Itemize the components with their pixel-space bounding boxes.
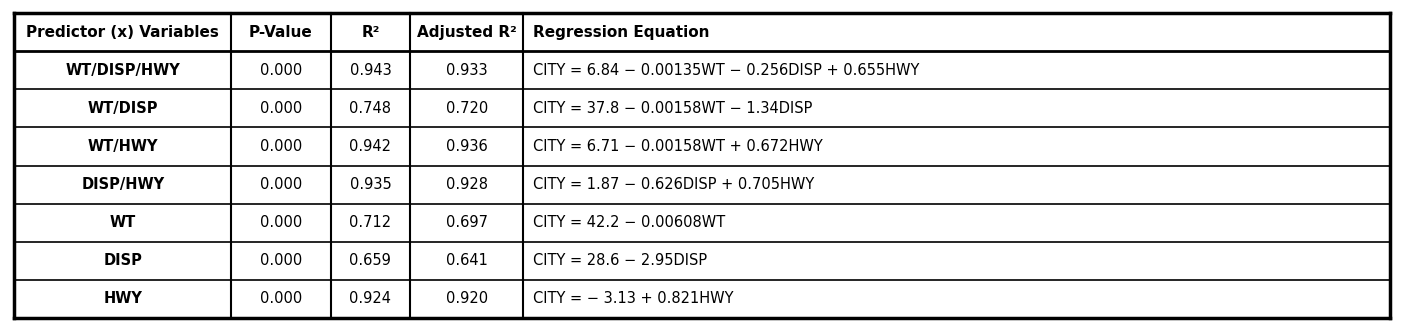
Text: 0.641: 0.641 bbox=[446, 253, 487, 268]
Text: CITY = 6.84 − 0.00135WT − 0.256DISP + 0.655HWY: CITY = 6.84 − 0.00135WT − 0.256DISP + 0.… bbox=[534, 63, 920, 78]
Text: 0.924: 0.924 bbox=[350, 291, 392, 306]
Text: HWY: HWY bbox=[104, 291, 142, 306]
Text: 0.920: 0.920 bbox=[445, 291, 487, 306]
Text: 0.943: 0.943 bbox=[350, 63, 392, 78]
Text: DISP/HWY: DISP/HWY bbox=[81, 177, 164, 192]
Text: Adjusted R²: Adjusted R² bbox=[417, 25, 517, 40]
Text: CITY = 28.6 − 2.95DISP: CITY = 28.6 − 2.95DISP bbox=[534, 253, 708, 268]
Text: 0.000: 0.000 bbox=[260, 139, 302, 154]
Text: 0.933: 0.933 bbox=[446, 63, 487, 78]
Text: CITY = 42.2 − 0.00608WT: CITY = 42.2 − 0.00608WT bbox=[534, 215, 726, 230]
Text: 0.748: 0.748 bbox=[350, 101, 392, 116]
Text: 0.000: 0.000 bbox=[260, 177, 302, 192]
Text: DISP: DISP bbox=[104, 253, 142, 268]
Text: WT: WT bbox=[110, 215, 136, 230]
Text: 0.942: 0.942 bbox=[350, 139, 392, 154]
Text: CITY = − 3.13 + 0.821HWY: CITY = − 3.13 + 0.821HWY bbox=[534, 291, 733, 306]
Text: 0.720: 0.720 bbox=[445, 101, 487, 116]
Text: 0.659: 0.659 bbox=[350, 253, 392, 268]
Text: Regression Equation: Regression Equation bbox=[534, 25, 709, 40]
Text: 0.000: 0.000 bbox=[260, 101, 302, 116]
Text: WT/DISP/HWY: WT/DISP/HWY bbox=[66, 63, 180, 78]
Text: CITY = 37.8 − 0.00158WT − 1.34DISP: CITY = 37.8 − 0.00158WT − 1.34DISP bbox=[534, 101, 813, 116]
Text: 0.000: 0.000 bbox=[260, 63, 302, 78]
Text: CITY = 6.71 − 0.00158WT + 0.672HWY: CITY = 6.71 − 0.00158WT + 0.672HWY bbox=[534, 139, 823, 154]
Text: P-Value: P-Value bbox=[249, 25, 313, 40]
Text: WT/DISP: WT/DISP bbox=[87, 101, 159, 116]
Text: 0.712: 0.712 bbox=[350, 215, 392, 230]
Text: 0.935: 0.935 bbox=[350, 177, 392, 192]
Text: CITY = 1.87 − 0.626DISP + 0.705HWY: CITY = 1.87 − 0.626DISP + 0.705HWY bbox=[534, 177, 814, 192]
Text: 0.000: 0.000 bbox=[260, 215, 302, 230]
Text: 0.928: 0.928 bbox=[445, 177, 487, 192]
Text: 0.936: 0.936 bbox=[446, 139, 487, 154]
Text: R²: R² bbox=[361, 25, 379, 40]
Text: Predictor (x) Variables: Predictor (x) Variables bbox=[27, 25, 219, 40]
Text: WT/HWY: WT/HWY bbox=[87, 139, 159, 154]
Text: 0.000: 0.000 bbox=[260, 291, 302, 306]
Text: 0.697: 0.697 bbox=[445, 215, 487, 230]
Text: 0.000: 0.000 bbox=[260, 253, 302, 268]
